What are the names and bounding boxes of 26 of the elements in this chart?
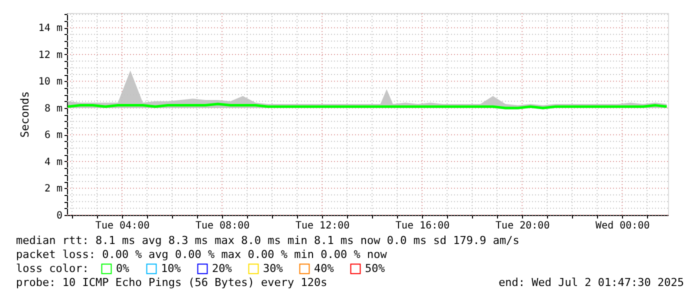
x-tick-label: Tue 08:00 [195, 220, 250, 232]
y-tick-label: 8 m [44, 103, 62, 114]
x-tick-label: Tue 20:00 [496, 220, 550, 232]
legend-title: loss color: [16, 262, 89, 275]
legend-label: 30% [263, 262, 284, 275]
y-axis-title: Seconds [18, 91, 32, 138]
y-tick-label: 4 m [44, 156, 62, 168]
x-tick-label: Tue 12:00 [295, 220, 350, 232]
x-tick-label: Tue 16:00 [396, 220, 450, 232]
legend-label: 0% [116, 262, 130, 275]
y-tick-label: 6 m [44, 130, 62, 142]
y-tick-label: 0 [56, 210, 62, 222]
legend-label: 10% [161, 262, 182, 275]
x-tick-label: Tue 04:00 [95, 220, 150, 232]
legend-label: 40% [314, 262, 334, 275]
text: packet loss: 0.00 % avg 0.00 % max 0.00 % min 0.00 % now [16, 248, 388, 261]
legend-label: 50% [365, 262, 386, 275]
legend-label: 20% [212, 262, 232, 275]
text: end: Wed Jul 2 01:47:30 2025 [498, 276, 684, 289]
text: median rtt: 8.1 ms avg 8.3 ms max 8.0 ms min 8.1 ms now 0.0 ms sd 179.9 am/s [16, 234, 520, 247]
text: probe: 10 ICMP Echo Pings (56 Bytes) every 120s [16, 276, 328, 289]
y-tick-label: 2 m [44, 184, 62, 195]
x-tick-label: Wed 00:00 [596, 220, 650, 232]
y-tick-label: 12 m [38, 50, 62, 61]
y-tick-label: 14 m [38, 23, 62, 34]
y-tick-label: 10 m [38, 76, 62, 88]
